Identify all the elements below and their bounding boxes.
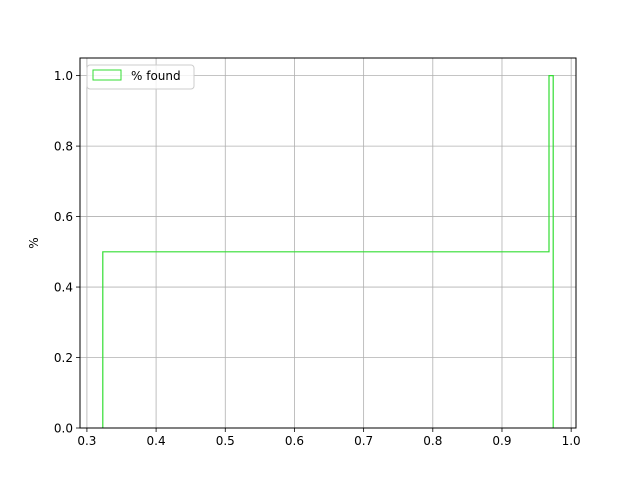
x-tick-label: 0.9 bbox=[492, 434, 511, 448]
x-tick-label: 0.8 bbox=[423, 434, 442, 448]
y-tick-label: 0.0 bbox=[54, 422, 73, 436]
legend-swatch bbox=[92, 69, 122, 81]
y-tick-label: 1.0 bbox=[54, 69, 73, 83]
series-layer bbox=[102, 74, 554, 428]
y-tick-label: 0.6 bbox=[54, 210, 73, 224]
x-tick-label: 0.3 bbox=[77, 434, 96, 448]
x-tick-label: 0.7 bbox=[354, 434, 373, 448]
y-axis-label: % bbox=[27, 237, 41, 248]
legend-box bbox=[86, 64, 195, 90]
y-tick-label: 0.8 bbox=[54, 140, 73, 154]
y-tick-label: 0.2 bbox=[54, 351, 73, 365]
x-axis: 0.3 0.4 0.5 0.6 0.7 0.8 0.9 1.0 bbox=[77, 428, 581, 448]
series-line bbox=[102, 74, 554, 428]
y-axis: 0.0 0.2 0.4 0.6 0.8 1.0 bbox=[54, 69, 80, 436]
plot-frame bbox=[79, 57, 577, 429]
x-tick-label: 0.5 bbox=[216, 434, 235, 448]
y-tick-label: 0.4 bbox=[54, 281, 73, 295]
x-tick-label: 0.6 bbox=[285, 434, 304, 448]
legend-label: % found bbox=[131, 69, 181, 83]
x-tick-label: 0.4 bbox=[147, 434, 166, 448]
x-tick-label: 1.0 bbox=[562, 434, 581, 448]
legend: % found bbox=[86, 64, 195, 90]
